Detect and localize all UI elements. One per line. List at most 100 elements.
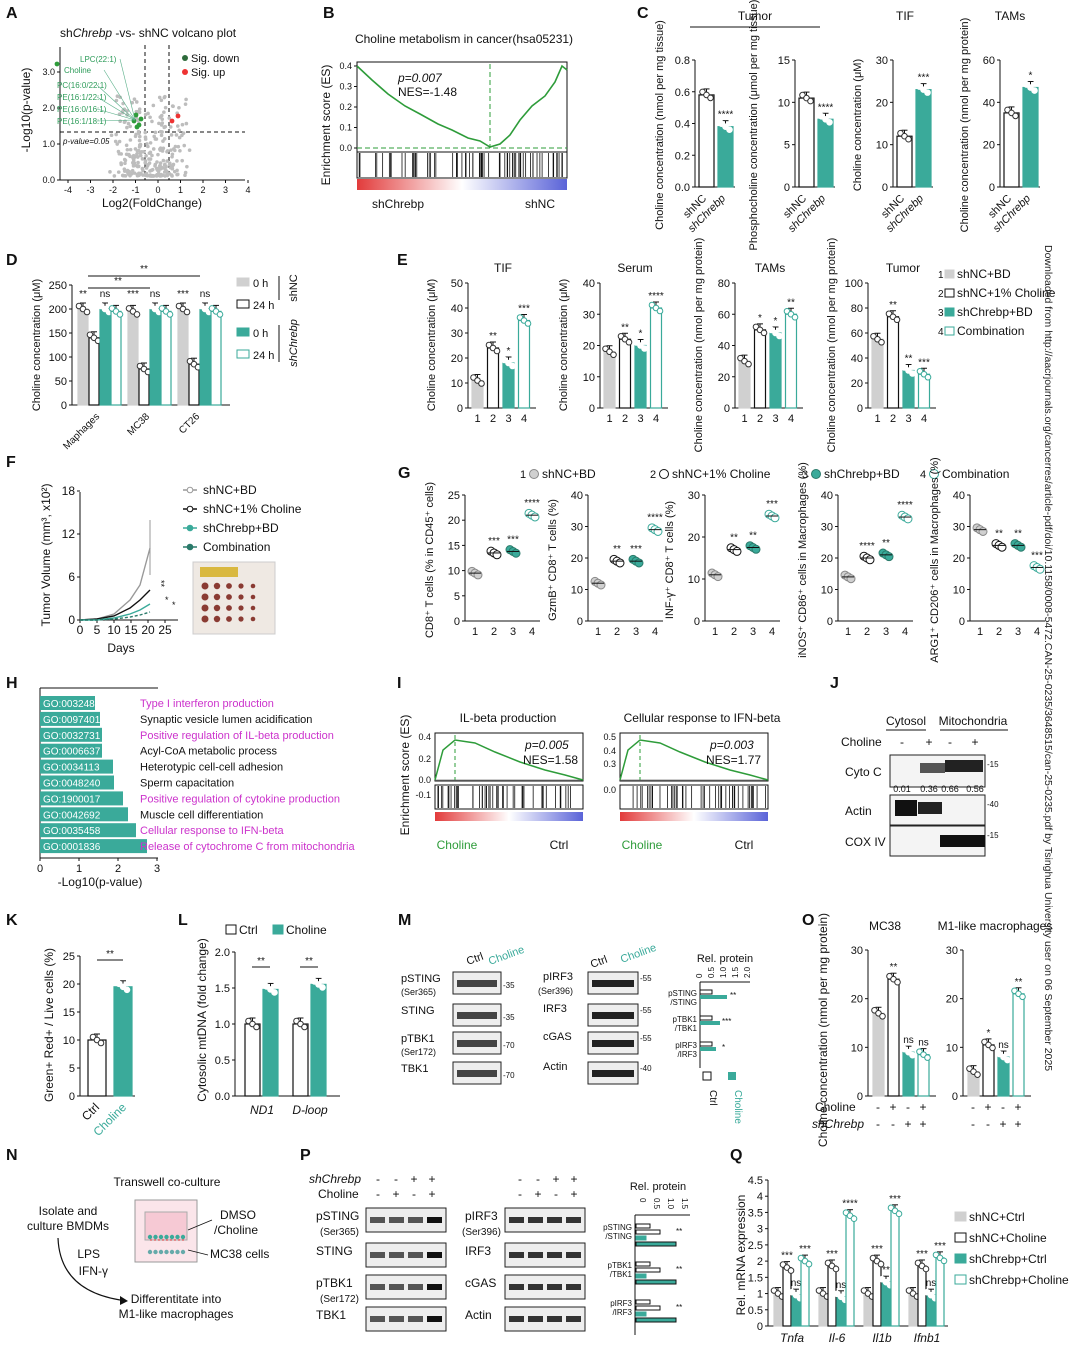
data-point	[139, 172, 143, 176]
significance: *	[722, 1043, 725, 1052]
tumor-image	[251, 595, 256, 600]
significance: *	[758, 313, 762, 324]
right-label: Ctrl	[735, 838, 754, 852]
legend-label: Choline	[286, 923, 327, 937]
sign: -	[412, 1187, 416, 1201]
x-tick-label: 4	[652, 626, 658, 638]
data-point	[714, 573, 722, 581]
data-point	[925, 374, 931, 380]
cell-icon	[170, 1250, 174, 1254]
data-point	[162, 110, 166, 114]
blot-label: pIRF3	[543, 971, 573, 983]
tick-label: 0.0	[215, 1091, 230, 1103]
data-point	[806, 1261, 812, 1267]
sign: +	[925, 735, 932, 749]
panel-letter: E	[397, 252, 408, 269]
legend-label: shNC+Ctrl	[969, 1210, 1025, 1224]
x-tick-label: 1	[474, 413, 480, 425]
tick-label: 10	[688, 574, 700, 586]
sign: -	[986, 1117, 990, 1131]
bar	[114, 987, 132, 1096]
quant-title: Rel. protein	[697, 953, 753, 965]
x-tick-label: 3	[750, 626, 756, 638]
lane-label: Choline	[619, 942, 658, 966]
blot-label: cGAS	[543, 1031, 572, 1043]
bar	[636, 1242, 676, 1246]
tick-label: 10	[448, 566, 460, 578]
blot-band	[940, 835, 985, 847]
blot-band	[370, 1316, 385, 1322]
data-point	[126, 148, 130, 152]
blot-label: Actin	[543, 1061, 567, 1073]
tick-label: 20	[953, 553, 965, 565]
bar	[872, 339, 883, 408]
tick-label: 0.2	[339, 102, 352, 112]
data-point	[170, 173, 174, 177]
tick-label: 3	[154, 863, 160, 875]
data-point	[159, 165, 163, 169]
tick-label: 40	[571, 490, 583, 502]
tick-label: 40	[983, 97, 995, 109]
bar	[100, 309, 110, 405]
significance: ns	[903, 1035, 914, 1046]
data-point	[910, 371, 916, 377]
data-point	[119, 161, 123, 165]
significance: ***	[722, 1017, 731, 1026]
data-point	[163, 163, 167, 167]
bar	[873, 1261, 881, 1326]
bar	[519, 321, 530, 409]
blot-label: TBK1	[401, 1063, 429, 1075]
blot-band	[566, 1217, 581, 1223]
mw-marker: -55	[640, 1034, 652, 1043]
tick-label: 20	[821, 553, 833, 565]
legend-marker	[187, 487, 193, 493]
data-point	[175, 159, 179, 163]
x-tick-label: Tnfa	[780, 1331, 804, 1345]
y-axis-label: iNOS⁺ CD86⁺ cells in Macrophages (%)	[797, 462, 809, 658]
significance: ***	[518, 304, 530, 315]
significance: **	[787, 297, 795, 308]
data-point	[124, 987, 130, 993]
bar	[150, 309, 160, 405]
data-point	[165, 150, 169, 154]
data-point	[733, 547, 741, 555]
significance: **	[305, 956, 313, 967]
tick-label: 4.5	[748, 1175, 763, 1187]
tick-label: 2.0	[215, 947, 230, 959]
data-point	[174, 145, 178, 149]
go-term: Type I interferon production	[140, 698, 274, 710]
tumor-image	[214, 605, 220, 611]
x-tick-label: 3	[505, 413, 511, 425]
data-point	[127, 172, 131, 176]
tick-label: 25	[63, 951, 75, 963]
data-point	[117, 312, 123, 318]
go-id: GO:0048240	[43, 779, 101, 790]
bar	[488, 348, 499, 408]
tick-label: 2.0	[743, 966, 752, 978]
significance: ***	[127, 289, 139, 300]
blot-band	[528, 1252, 543, 1258]
data-point	[185, 122, 189, 126]
tick-label: -2	[109, 185, 117, 195]
data-point	[184, 171, 188, 175]
legend-swatch	[945, 270, 954, 278]
data-point	[115, 142, 119, 146]
data-point	[320, 985, 326, 991]
data-point	[158, 147, 162, 151]
x-tick-label: 1	[712, 626, 718, 638]
data-point	[154, 131, 158, 135]
blot-label: STING	[316, 1244, 353, 1258]
data-point	[771, 514, 779, 522]
significance: **	[889, 300, 897, 311]
tick-label: 20	[571, 553, 583, 565]
x-tick-label: 1	[977, 626, 983, 638]
mw-marker: -15	[987, 831, 999, 840]
significance: **	[140, 264, 148, 275]
bar	[700, 1042, 712, 1046]
significance: **	[79, 289, 87, 300]
data-point	[163, 125, 167, 129]
legend-label: shChrebp+Choline	[969, 1273, 1069, 1287]
tick-label: 1	[757, 1289, 763, 1301]
row-label: pTBK1	[673, 1015, 698, 1024]
data-point	[184, 102, 188, 106]
